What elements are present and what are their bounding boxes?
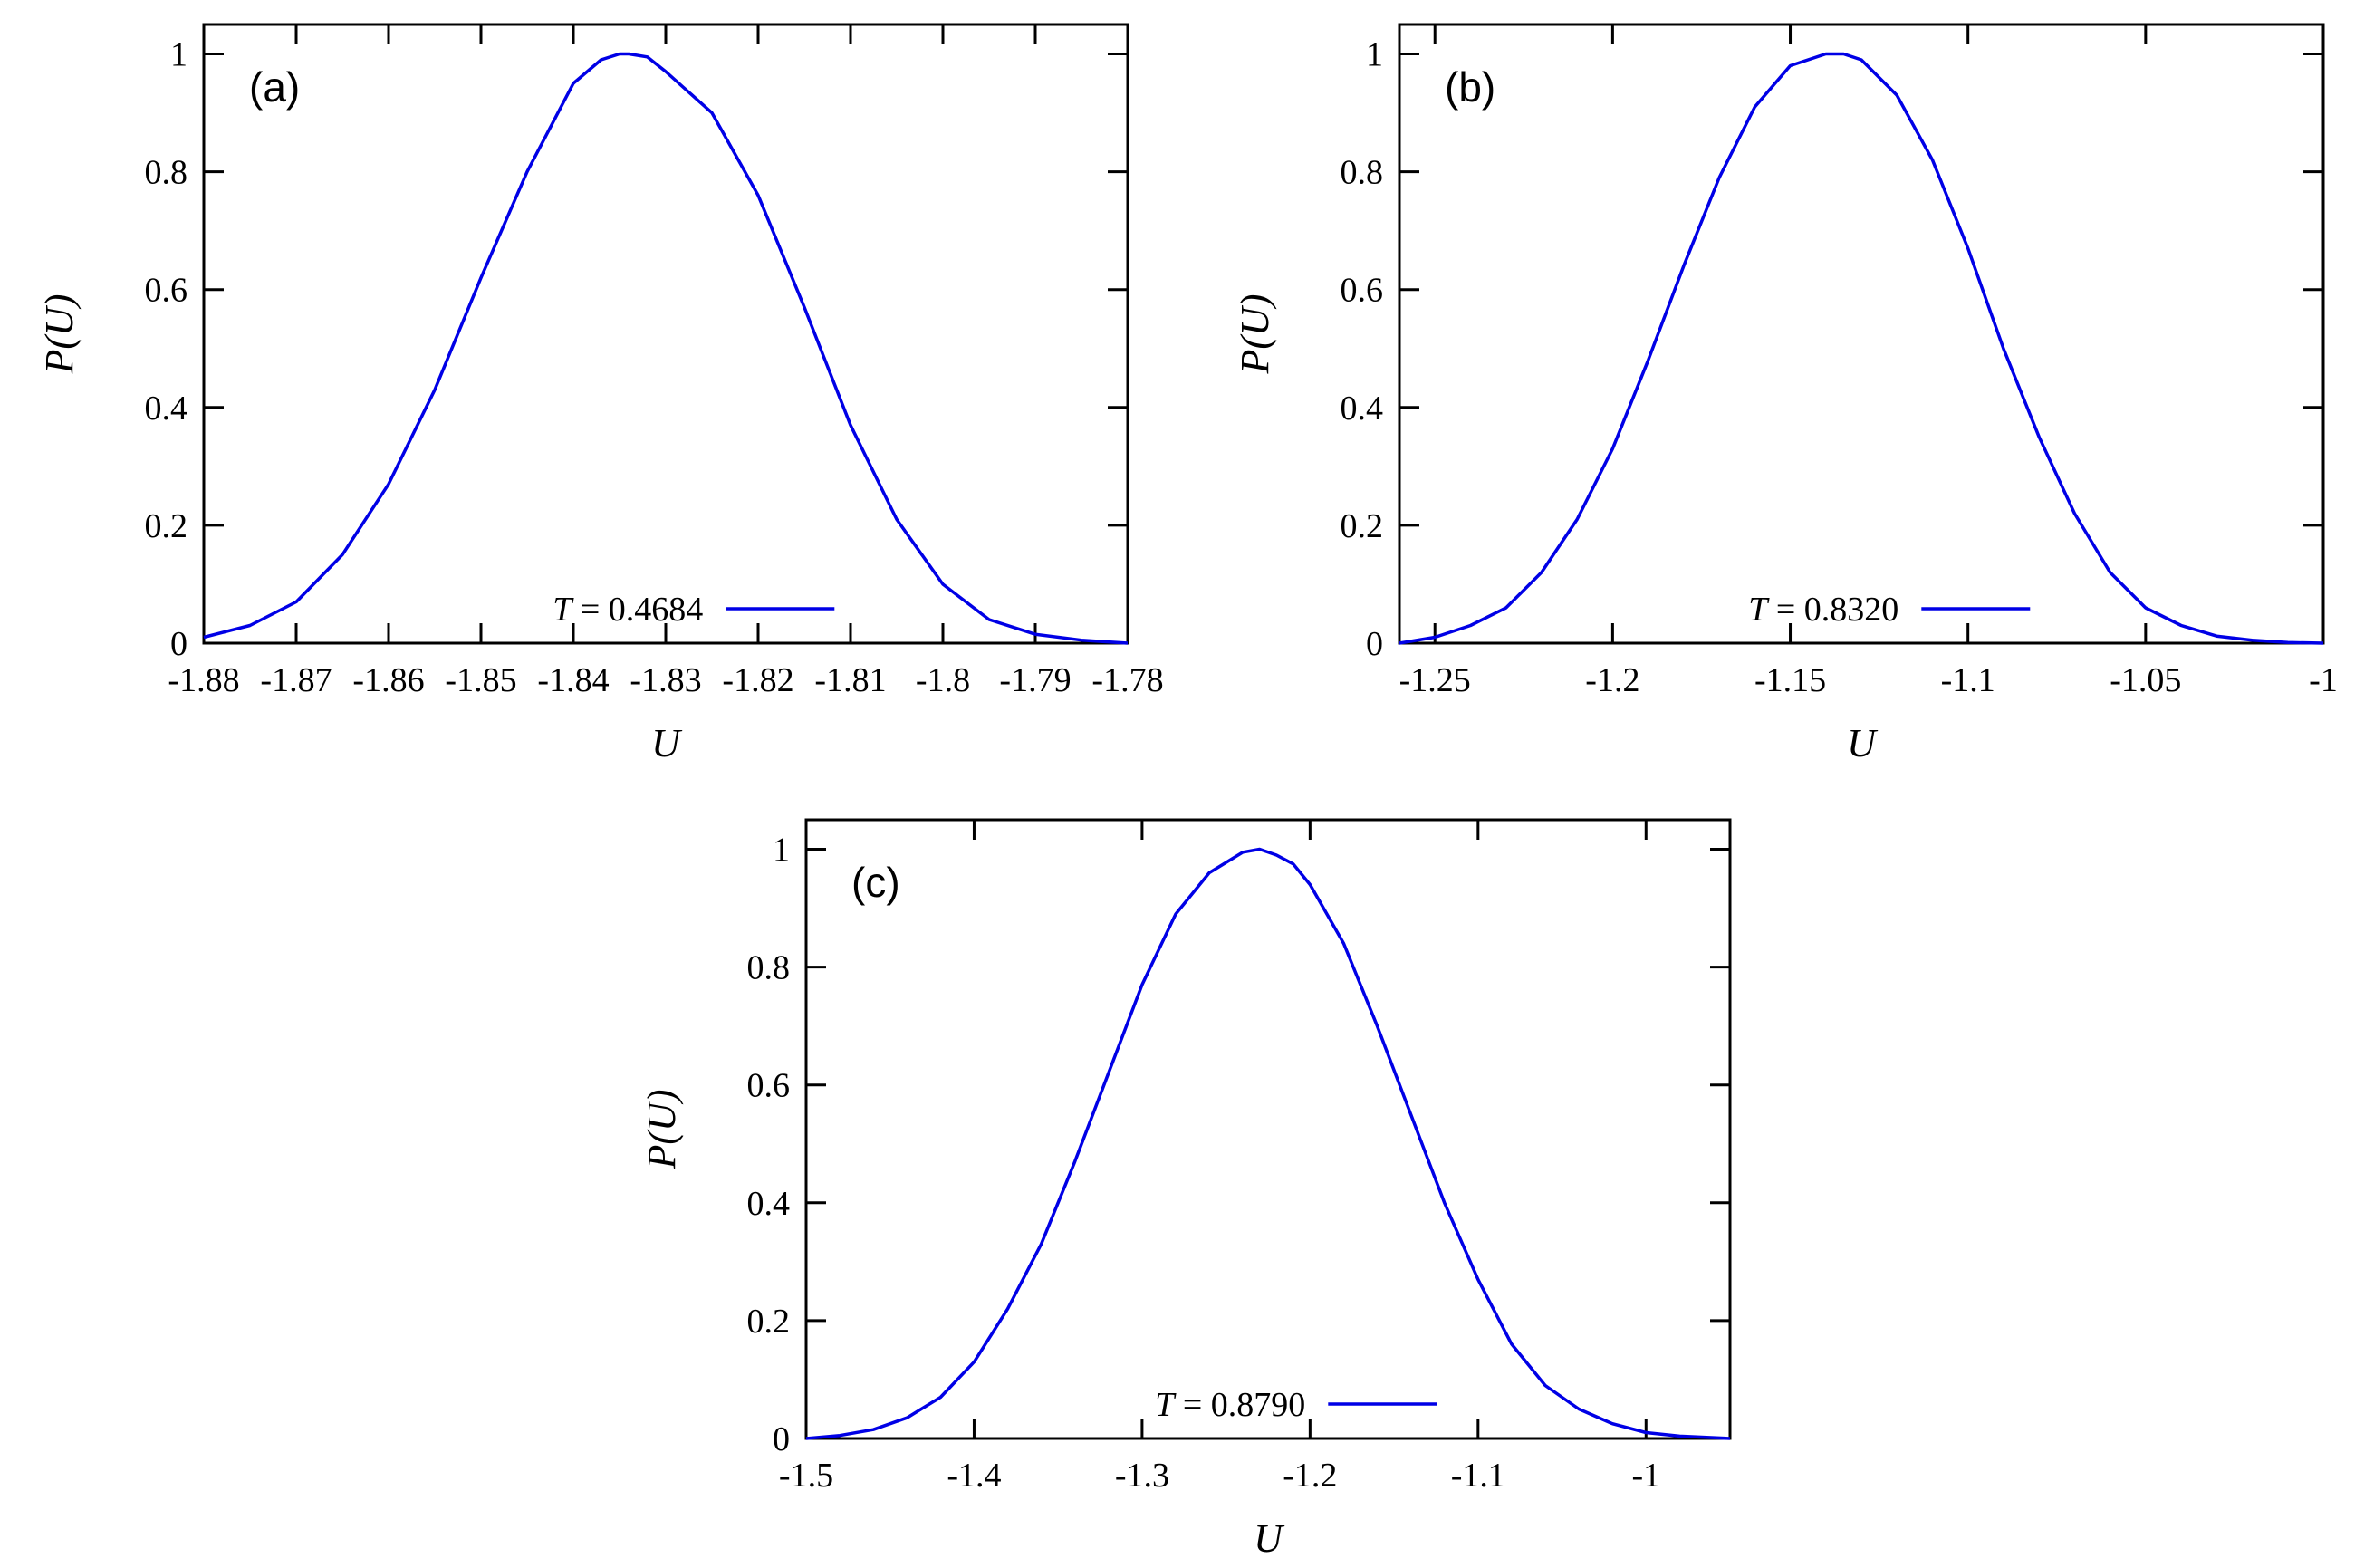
x-tick-label: -1.85 — [445, 661, 516, 699]
y-tick-label: 0.6 — [1341, 272, 1384, 310]
y-axis-title: P(U) — [639, 1090, 684, 1170]
x-tick-label: -1.86 — [352, 661, 424, 699]
panel-a: 00.20.40.60.81-1.88 -1.87 -1.86 -1.85 -1.84-… — [37, 23, 1164, 765]
x-tick-label: -1.05 — [2110, 661, 2181, 699]
y-tick-label: 1 — [1366, 36, 1383, 74]
x-tick-label: -1.82 — [722, 661, 793, 699]
x-tick-label: -1.84 — [537, 661, 609, 699]
legend-label: T = 0.4684 — [553, 591, 703, 629]
x-tick-label: -1.87 — [260, 661, 332, 699]
x-axis-title: U — [651, 721, 683, 765]
plot-frame — [202, 23, 1129, 645]
y-tick-label: 0.8 — [747, 949, 791, 987]
panel-b: 0 0.2 0.4 0.6 0.8 1 -1.25 -1.2 -1.15 -1.1 -1.05 -1 U… — [1233, 23, 2338, 765]
y-tick-label: 0.2 — [145, 507, 188, 545]
panel-label: (b) — [1445, 63, 1495, 111]
y-tick-label: 1 — [773, 832, 790, 870]
x-tick-label: -1.78 — [1091, 661, 1163, 699]
y-tick-label: 0.8 — [145, 154, 188, 192]
y-tick-label: 0 — [1366, 625, 1383, 663]
y-tick-label: 1 — [170, 36, 187, 74]
x-tick-label: -1 — [1631, 1457, 1660, 1495]
y-axis-title: P(U) — [37, 294, 82, 375]
series-line — [203, 52, 1129, 645]
plot-frame — [804, 818, 1732, 1440]
series-line — [1399, 52, 2324, 645]
y-tick-label: 0.2 — [1341, 507, 1384, 545]
x-tick-label: -1.1 — [1451, 1457, 1505, 1495]
x-tick-label: -1.1 — [1941, 661, 1995, 699]
x-tick-label: -1.79 — [999, 661, 1071, 699]
x-tick-label: -1.4 — [947, 1457, 1001, 1495]
x-tick-label: -1.81 — [814, 661, 886, 699]
panel-label: (c) — [851, 859, 900, 906]
panel-c: 0 0.2 0.4 0.6 0.8 1 -1.5 -1.4 -1.3 -1.2 -1.1 -1 U P(U… — [639, 818, 1732, 1561]
y-tick-label: 0.2 — [747, 1303, 791, 1341]
x-tick-label: -1.25 — [1399, 661, 1471, 699]
y-tick-label: 0.8 — [1341, 154, 1384, 192]
x-tick-label: -1.3 — [1115, 1457, 1169, 1495]
x-tick-label: -1.2 — [1283, 1457, 1337, 1495]
y-tick-label: 0.6 — [747, 1067, 791, 1105]
panel-label: (a) — [249, 63, 300, 111]
x-tick-label: -1.88 — [168, 661, 239, 699]
y-tick-label: 0 — [170, 625, 187, 663]
y-tick-label: 0 — [773, 1420, 790, 1458]
y-tick-label: 0.4 — [1341, 390, 1384, 428]
x-tick-label: -1.8 — [916, 661, 970, 699]
y-tick-label: 0.4 — [145, 390, 188, 428]
y-tick-label: 0.4 — [747, 1185, 791, 1223]
x-axis-title: U — [1254, 1516, 1285, 1561]
x-tick-label: -1.2 — [1585, 661, 1639, 699]
x-axis-title: U — [1847, 721, 1879, 765]
y-tick-label: 0.6 — [145, 272, 188, 310]
x-tick-label: -1.15 — [1754, 661, 1826, 699]
plot-frame — [1398, 23, 2325, 645]
legend-label: T = 0.8320 — [1748, 591, 1898, 629]
legend-label: T = 0.8790 — [1155, 1386, 1305, 1424]
x-tick-label: -1.5 — [779, 1457, 833, 1495]
y-axis-title: P(U) — [1233, 294, 1277, 375]
x-tick-label: -1 — [2309, 661, 2338, 699]
series-line — [805, 847, 1731, 1440]
x-tick-label: -1.83 — [630, 661, 701, 699]
